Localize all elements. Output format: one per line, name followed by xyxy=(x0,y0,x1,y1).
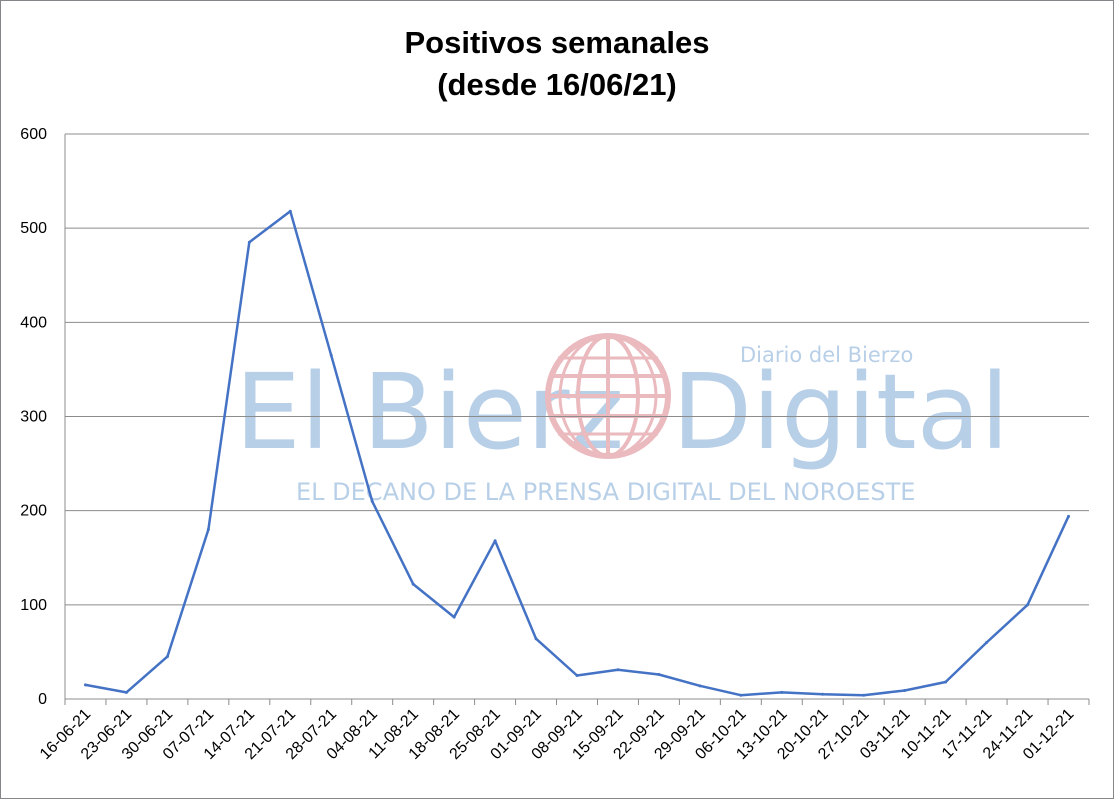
data-point xyxy=(124,690,128,694)
gridlines xyxy=(65,133,1089,700)
data-point xyxy=(452,615,456,619)
y-tick-label: 300 xyxy=(20,409,47,426)
data-point xyxy=(575,673,579,677)
watermark-tagline: Diario del Bierzo xyxy=(740,343,913,367)
y-tick-label: 0 xyxy=(38,691,47,708)
data-point xyxy=(944,680,948,684)
watermark-brand: El Bierz xyxy=(235,351,624,473)
data-point xyxy=(1026,603,1030,607)
data-point xyxy=(657,673,661,677)
watermark-logo: El Bierz Digital Diario del Bierzo EL DE… xyxy=(235,333,1009,506)
data-point xyxy=(329,353,333,357)
data-point xyxy=(739,693,743,697)
data-point xyxy=(165,655,169,659)
data-point xyxy=(83,683,87,687)
data-point xyxy=(1067,514,1071,518)
data-point xyxy=(493,539,497,543)
y-tick-label: 200 xyxy=(20,503,47,520)
y-tick-label: 400 xyxy=(20,314,47,331)
watermark-brand-end: Digital xyxy=(672,351,1009,473)
data-point xyxy=(534,637,538,641)
series-group xyxy=(83,209,1071,697)
data-point xyxy=(780,690,784,694)
x-axis-ticks: 16-06-2123-06-2130-06-2107-07-2114-07-21… xyxy=(37,706,1077,763)
data-point xyxy=(698,684,702,688)
globe-icon xyxy=(545,333,671,459)
watermark-slogan: EL DECANO DE LA PRENSA DIGITAL DEL NOROE… xyxy=(296,478,915,506)
data-point xyxy=(411,582,415,586)
data-point xyxy=(985,641,989,644)
data-point xyxy=(288,209,292,213)
data-point xyxy=(616,668,620,672)
data-point xyxy=(370,499,374,503)
data-point xyxy=(247,240,251,244)
data-point xyxy=(821,692,825,696)
data-point xyxy=(903,689,907,693)
chart-title: Positivos semanales xyxy=(404,25,710,60)
chart-subtitle: (desde 16/06/21) xyxy=(437,67,677,102)
data-point xyxy=(206,528,210,531)
y-tick-label: 500 xyxy=(20,220,47,237)
x-axis xyxy=(64,134,1090,705)
data-point xyxy=(862,693,866,697)
chart-title-block: Positivos semanales (desde 16/06/21) xyxy=(0,22,1114,106)
y-axis-ticks: 0 100 200 300 400 500 600 xyxy=(20,126,47,708)
y-tick-label: 100 xyxy=(20,597,47,614)
y-tick-label: 600 xyxy=(20,126,47,143)
